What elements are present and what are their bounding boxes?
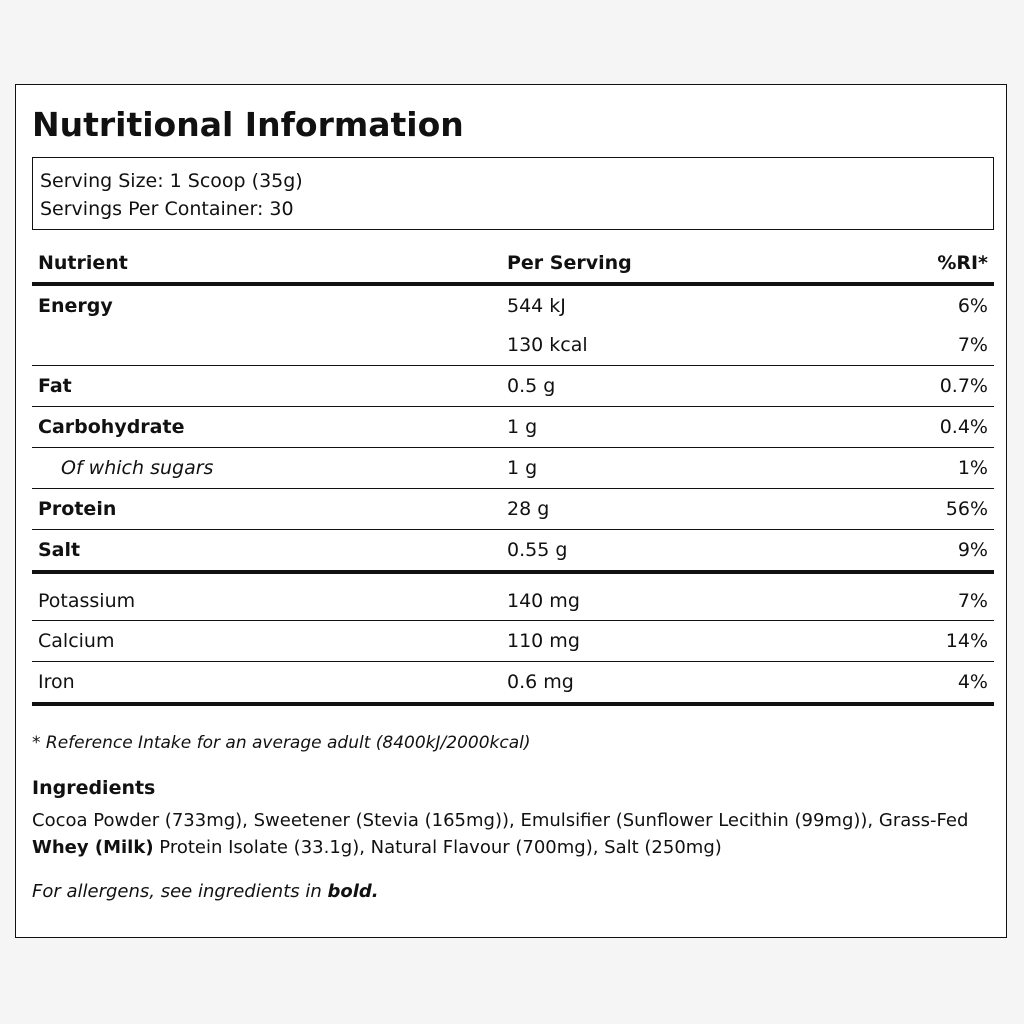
table-header-row: Nutrient Per Serving %RI* xyxy=(32,243,994,286)
ri-value: 7% xyxy=(957,590,988,612)
allergen-note-bold: bold. xyxy=(327,881,379,902)
table-row: Of which sugars 1 g 1% xyxy=(32,448,994,489)
nutrient-name: Of which sugars xyxy=(61,457,214,479)
allergen-note: For allergens, see ingredients in bold. xyxy=(32,881,379,902)
nutrient-name: Potassium xyxy=(38,590,136,612)
ri-value: 14% xyxy=(945,630,988,652)
ri-value: 0.7% xyxy=(939,375,988,397)
per-serving-value: 0.6 mg xyxy=(507,671,574,693)
table-row: Iron 0.6 mg 4% xyxy=(32,662,994,706)
nutrient-name: Salt xyxy=(38,539,81,561)
table-row: Fat 0.5 g 0.7% xyxy=(32,366,994,407)
per-serving-value: 0.55 g xyxy=(507,539,568,561)
ingredients-title: Ingredients xyxy=(32,777,156,799)
table-row: Salt 0.55 g 9% xyxy=(32,530,994,574)
ri-value: 9% xyxy=(957,539,988,561)
ingredients-text-after: Protein Isolate (33.1g), Natural Flavour… xyxy=(153,837,722,858)
allergen-note-text: For allergens, see ingredients in xyxy=(32,881,328,902)
per-serving-value: 1 g xyxy=(507,416,538,438)
table-row: 130 kcal 7% xyxy=(32,325,994,366)
table-row: Potassium 140 mg 7% xyxy=(32,574,994,621)
ri-value: 56% xyxy=(945,498,988,520)
nutrient-name: Calcium xyxy=(38,630,115,652)
ingredients-allergen: Whey (Milk) xyxy=(32,837,154,858)
ingredients-text: Cocoa Powder (733mg), Sweetener (Stevia … xyxy=(32,807,994,861)
per-serving-value: 544 kJ xyxy=(507,295,566,317)
header-per-serving: Per Serving xyxy=(507,252,632,274)
per-serving-value: 0.5 g xyxy=(507,375,556,397)
serving-box: Serving Size: 1 Scoop (35g) Servings Per… xyxy=(32,157,994,230)
header-ri: %RI* xyxy=(937,252,988,274)
per-serving-value: 110 mg xyxy=(507,630,580,652)
nutrient-name: Protein xyxy=(38,498,117,520)
table-row: Energy 544 kJ 6% xyxy=(32,286,994,325)
page-title: Nutritional Information xyxy=(32,105,464,144)
nutrition-panel: Nutritional Information Serving Size: 1 … xyxy=(15,84,1007,938)
ri-value: 6% xyxy=(957,295,988,317)
per-serving-value: 28 g xyxy=(507,498,550,520)
per-serving-value: 140 mg xyxy=(507,590,580,612)
ri-value: 0.4% xyxy=(939,416,988,438)
nutrient-name: Fat xyxy=(38,375,72,397)
ri-value: 4% xyxy=(957,671,988,693)
per-serving-value: 1 g xyxy=(507,457,538,479)
serving-size: Serving Size: 1 Scoop (35g) xyxy=(40,170,303,192)
table-row: Calcium 110 mg 14% xyxy=(32,621,994,662)
header-nutrient: Nutrient xyxy=(38,252,128,274)
nutrient-name: Carbohydrate xyxy=(38,416,185,438)
ingredients-text-before: Cocoa Powder (733mg), Sweetener (Stevia … xyxy=(32,810,969,831)
table-row: Carbohydrate 1 g 0.4% xyxy=(32,407,994,448)
servings-per-container: Servings Per Container: 30 xyxy=(40,198,294,220)
nutrition-table: Nutrient Per Serving %RI* Energy 544 kJ … xyxy=(32,243,994,706)
per-serving-value: 130 kcal xyxy=(507,334,588,356)
nutrient-name: Iron xyxy=(38,671,75,693)
table-row: Protein 28 g 56% xyxy=(32,489,994,530)
nutrient-name: Energy xyxy=(38,295,113,317)
ri-footnote: * Reference Intake for an average adult … xyxy=(32,733,531,753)
ri-value: 7% xyxy=(957,334,988,356)
ri-value: 1% xyxy=(957,457,988,479)
